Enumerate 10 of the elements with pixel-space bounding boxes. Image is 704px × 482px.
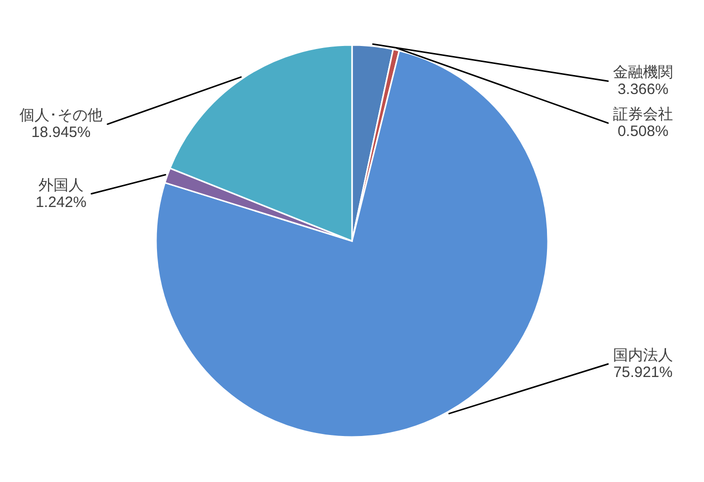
slice-label: 金融機関 — [613, 64, 673, 82]
slice-label: 外国人 — [38, 176, 84, 194]
data-label: 75.921% — [613, 364, 673, 381]
data-label: 3.366% — [618, 81, 668, 98]
data-label: 18.945% — [31, 124, 91, 142]
data-label: 0.508% — [618, 123, 668, 140]
slice-label: 証券会社 — [613, 106, 673, 124]
slice-label: 国内法人 — [613, 346, 673, 364]
slice-label: 個人･その他 — [20, 107, 102, 124]
data-label: 1.242% — [36, 194, 86, 211]
